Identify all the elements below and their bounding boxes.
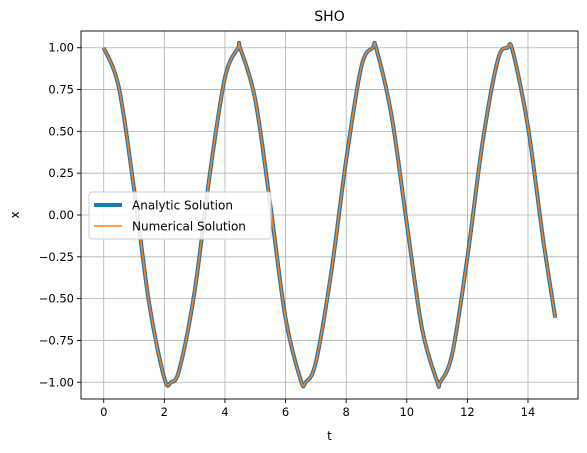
y-axis-label: x — [8, 211, 22, 218]
x-tick-label: 0 — [100, 405, 107, 419]
y-tick-label: 0.00 — [48, 208, 74, 222]
x-tick-label: 2 — [161, 405, 168, 419]
series-line-numerical — [102, 42, 557, 388]
legend-box — [88, 191, 272, 240]
y-tick-label: 1.00 — [48, 41, 74, 55]
y-tick-label: 0.75 — [48, 83, 74, 97]
plot-area: 0 2 4 6 8 10 12 14 −1.00 −0.75 −0.50 −0.25 0.00 0.25 0… — [39, 30, 579, 419]
y-tick-label: −1.00 — [39, 375, 74, 389]
legend-label: Analytic Solution — [132, 199, 233, 213]
x-axis-label: t — [327, 429, 332, 443]
x-tick-label: 12 — [460, 405, 475, 419]
y-tick-label: −0.50 — [39, 292, 74, 306]
x-tick-label: 8 — [343, 405, 350, 419]
chart-title: SHO — [314, 9, 344, 25]
y-tick-label: 0.50 — [48, 124, 74, 138]
legend: Analytic Solution Numerical Solution — [88, 191, 272, 240]
x-tick-label: 6 — [282, 405, 289, 419]
x-tick-label: 14 — [521, 405, 536, 419]
legend-label: Numerical Solution — [132, 220, 246, 234]
y-tick-label: 0.25 — [48, 166, 74, 180]
y-tick-label: −0.75 — [39, 333, 74, 347]
x-tick-label: 4 — [221, 405, 228, 419]
x-tick-label: 10 — [399, 405, 414, 419]
y-tick-label: −0.25 — [39, 250, 74, 264]
